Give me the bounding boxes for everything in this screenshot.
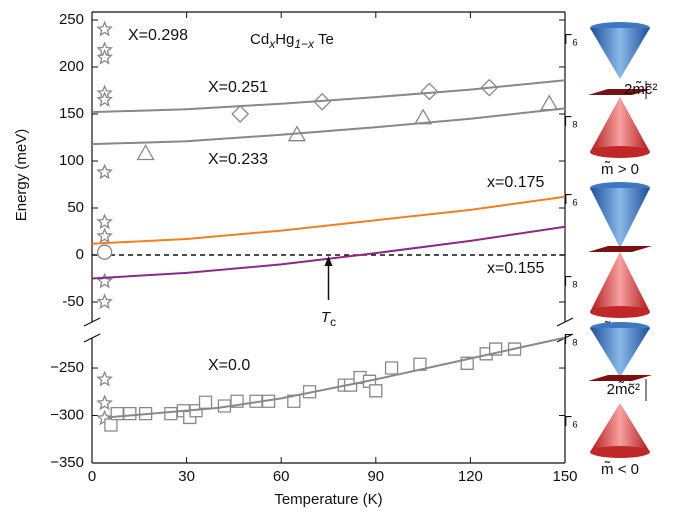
marker-square xyxy=(413,357,427,371)
x-tick-label: 30 xyxy=(178,468,195,485)
y-tick-label: 100 xyxy=(59,152,84,169)
marker-star xyxy=(96,20,113,37)
title-part: 1−x xyxy=(294,37,315,51)
x-axis-label: Temperature (K) xyxy=(274,491,382,508)
axis-break xyxy=(556,317,574,327)
arrow-head xyxy=(324,256,333,266)
cone xyxy=(590,252,650,312)
marker-circle xyxy=(96,244,113,260)
cone-rim xyxy=(590,446,650,458)
band-plane xyxy=(588,246,652,252)
y-tick-label: −250 xyxy=(50,359,84,376)
curve xyxy=(91,107,566,146)
annotation: x=0.175 xyxy=(487,174,544,191)
panel-caption: m̃ < 0 xyxy=(601,460,639,477)
cone xyxy=(590,28,650,79)
cone xyxy=(590,188,650,248)
gap-label: 2m̃c̃² xyxy=(624,80,657,97)
marker-square xyxy=(198,395,213,409)
band-label: Γ₆ xyxy=(564,31,578,48)
y-tick-label: 200 xyxy=(59,58,84,75)
band-label: Γ₆ xyxy=(564,191,578,208)
y-tick-label: 50 xyxy=(67,199,84,216)
marker-square xyxy=(384,361,399,375)
title-part: Hg xyxy=(275,31,294,48)
cone-rim xyxy=(590,306,650,318)
band-label: Γ₆ xyxy=(564,413,578,430)
panel-caption: m̃ > 0 xyxy=(601,160,639,177)
annotation: X=0.251 xyxy=(208,79,268,96)
band-plane xyxy=(588,375,652,381)
x-tick-label: 0 xyxy=(88,468,96,485)
curve xyxy=(107,336,566,419)
arrow-label-main: T xyxy=(321,309,332,326)
band-label: Γ₈ xyxy=(564,113,578,130)
marker-star xyxy=(96,213,113,230)
cone xyxy=(590,328,650,377)
marker-star xyxy=(96,293,113,310)
marker-star xyxy=(96,91,113,108)
title-part: Cd xyxy=(250,31,269,48)
marker-triangle xyxy=(540,94,559,111)
marker-square xyxy=(123,406,137,421)
annotation: X=0.0 xyxy=(208,357,250,374)
marker-star xyxy=(96,227,113,244)
cone xyxy=(590,403,650,452)
y-tick-label: 0 xyxy=(76,246,84,263)
x-tick-label: 60 xyxy=(273,468,290,485)
band-label: Γ₈ xyxy=(564,331,578,348)
cone-rim xyxy=(590,146,650,158)
annotation: x=0.155 xyxy=(487,260,544,277)
arrow-label-sub: c xyxy=(330,315,336,329)
marker-star xyxy=(96,394,113,411)
y-tick-label: −300 xyxy=(50,406,84,423)
title-part: Te xyxy=(314,31,334,48)
marker-star xyxy=(96,370,113,387)
marker-star xyxy=(96,163,113,180)
axis-break xyxy=(83,317,101,327)
marker-square xyxy=(369,384,383,398)
title-part: x xyxy=(268,37,276,51)
x-tick-label: 150 xyxy=(552,468,577,485)
annotation: X=0.233 xyxy=(208,151,268,168)
y-tick-label: −350 xyxy=(50,454,84,471)
marker-triangle xyxy=(136,144,155,161)
marker-diamond xyxy=(420,82,439,101)
marker-diamond xyxy=(231,105,250,123)
x-tick-label: 120 xyxy=(458,468,483,485)
y-tick-label: 250 xyxy=(59,11,84,28)
y-tick-label: 150 xyxy=(59,105,84,122)
arrow-label: Tc xyxy=(321,309,336,329)
gap-label: 2m̃c̃² xyxy=(607,380,640,397)
axis-break xyxy=(83,333,101,343)
curve xyxy=(91,195,566,245)
marker-star xyxy=(96,48,113,65)
chart-title: CdxHg1−x Te xyxy=(250,31,334,51)
x-tick-label: 90 xyxy=(367,468,384,485)
band-plane xyxy=(588,89,652,95)
band-label: Γ₈ xyxy=(564,273,578,290)
marker-star xyxy=(96,272,113,289)
y-axis-label: Energy (meV) xyxy=(13,129,30,222)
marker-square xyxy=(164,406,178,421)
cone xyxy=(590,97,650,152)
annotation: X=0.298 xyxy=(128,27,188,44)
curve xyxy=(91,79,566,114)
y-tick-label: -50 xyxy=(62,293,84,310)
marker-square xyxy=(104,418,118,432)
